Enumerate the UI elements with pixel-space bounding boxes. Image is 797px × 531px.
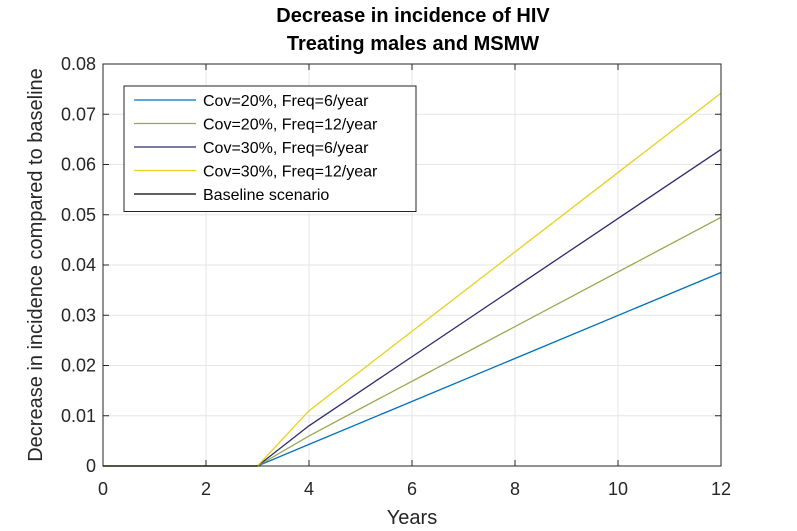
x-tick-label: 10 (608, 479, 628, 499)
y-tick-label: 0.06 (61, 155, 96, 175)
y-tick-label: 0 (86, 456, 96, 476)
legend-entry: Cov=30%, Freq=12/year (203, 164, 378, 181)
y-tick-label: 0.07 (61, 104, 96, 124)
legend-box (123, 85, 417, 212)
chart-title-line-2: Treating males and MSMW (287, 33, 539, 55)
x-tick-label: 8 (510, 479, 520, 499)
x-tick-label: 0 (98, 479, 108, 499)
legend: Cov=20%, Freq=6/year Cov=20%, Freq=12/yea… (123, 85, 417, 212)
chart-title-line-1: Decrease in incidence of HIV (276, 5, 550, 27)
y-tick-label: 0.03 (61, 305, 96, 325)
axis-ticks: 0 2 4 6 8 10 12 0 0.01 0.02 0.03 0.04 0.05 0.06 0.07 0.… (61, 54, 731, 499)
legend-entry: Baseline scenario (203, 187, 329, 204)
y-tick-label: 0.04 (61, 255, 96, 275)
legend-entry: Cov=30%, Freq=6/year (203, 140, 369, 157)
legend-entry: Cov=20%, Freq=12/year (203, 117, 378, 134)
y-axis-label: Decrease in incidence compared to baseli… (25, 68, 47, 462)
y-tick-label: 0.02 (61, 356, 96, 376)
x-tick-label: 2 (201, 479, 211, 499)
x-tick-label: 4 (304, 479, 314, 499)
x-axis-label: Years (387, 507, 437, 529)
y-tick-label: 0.05 (61, 205, 96, 225)
x-tick-label: 6 (407, 479, 417, 499)
y-tick-label: 0.08 (61, 54, 96, 74)
legend-entry: Cov=20%, Freq=6/year (203, 93, 369, 110)
x-tick-label: 12 (711, 479, 731, 499)
y-tick-label: 0.01 (61, 406, 96, 426)
